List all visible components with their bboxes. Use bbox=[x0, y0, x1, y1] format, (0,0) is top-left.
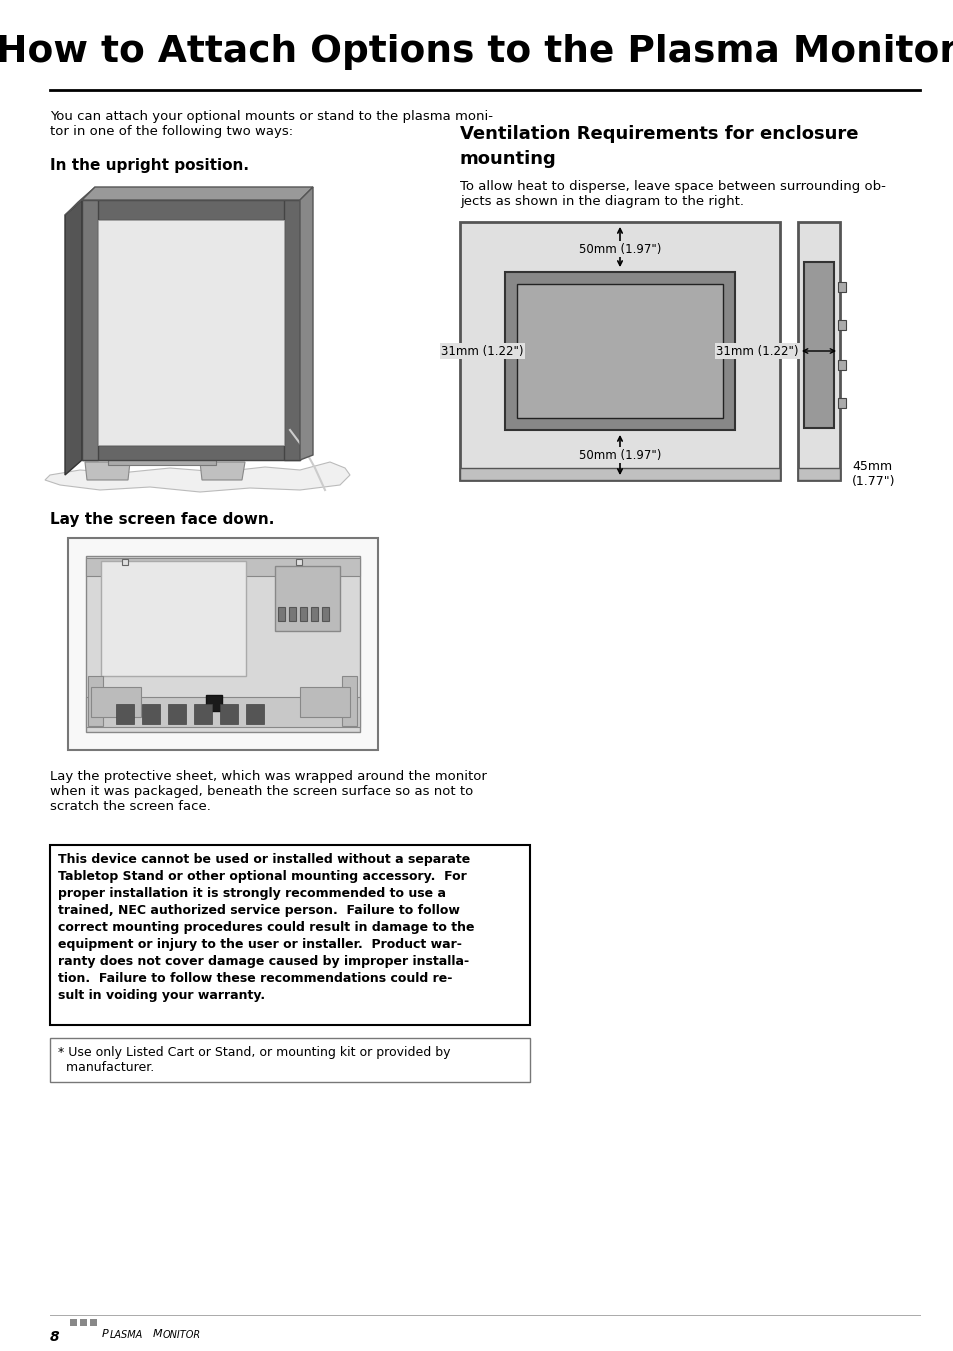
Text: P: P bbox=[102, 1329, 109, 1339]
Polygon shape bbox=[284, 200, 299, 459]
Bar bbox=[88, 676, 103, 725]
Bar bbox=[837, 320, 845, 330]
Bar bbox=[299, 607, 307, 621]
Polygon shape bbox=[299, 186, 313, 459]
Bar bbox=[803, 262, 833, 428]
Text: 31mm (1.22"): 31mm (1.22") bbox=[441, 345, 523, 358]
Polygon shape bbox=[82, 444, 299, 459]
Bar bbox=[246, 704, 264, 724]
Bar bbox=[277, 607, 285, 621]
Text: M: M bbox=[152, 1329, 162, 1339]
Bar bbox=[142, 704, 160, 724]
Bar bbox=[168, 704, 186, 724]
Bar bbox=[504, 272, 734, 430]
Text: Ventilation Requirements for enclosure: Ventilation Requirements for enclosure bbox=[459, 126, 858, 143]
Text: mounting: mounting bbox=[459, 150, 557, 168]
Bar bbox=[289, 607, 295, 621]
Text: 31mm (1.22"): 31mm (1.22") bbox=[716, 345, 798, 358]
Text: ONITOR: ONITOR bbox=[163, 1329, 201, 1340]
Bar bbox=[0, 0, 953, 91]
Bar bbox=[116, 704, 133, 724]
Bar bbox=[108, 459, 215, 465]
Bar bbox=[322, 607, 329, 621]
Polygon shape bbox=[85, 462, 130, 480]
Text: This device cannot be used or installed without a separate
Tabletop Stand or oth: This device cannot be used or installed … bbox=[58, 852, 474, 1002]
Bar bbox=[70, 1319, 77, 1325]
Bar bbox=[295, 559, 302, 565]
Text: 8: 8 bbox=[50, 1329, 59, 1344]
Text: How to Attach Options to the Plasma Monitor: How to Attach Options to the Plasma Moni… bbox=[0, 34, 953, 70]
Bar bbox=[101, 561, 246, 676]
Polygon shape bbox=[82, 200, 98, 459]
Bar bbox=[459, 222, 780, 480]
Bar bbox=[90, 1319, 97, 1325]
Bar bbox=[91, 688, 141, 717]
Bar bbox=[311, 607, 317, 621]
Bar bbox=[837, 282, 845, 292]
Bar bbox=[80, 1319, 87, 1325]
Bar bbox=[274, 566, 339, 631]
Bar bbox=[68, 538, 377, 750]
Bar bbox=[220, 704, 237, 724]
Text: You can attach your optional mounts or stand to the plasma moni-
tor in one of t: You can attach your optional mounts or s… bbox=[50, 109, 493, 138]
Bar bbox=[122, 559, 128, 565]
Polygon shape bbox=[82, 186, 313, 200]
Polygon shape bbox=[45, 462, 350, 492]
Bar bbox=[50, 1038, 530, 1082]
Bar bbox=[86, 557, 359, 732]
Bar bbox=[837, 359, 845, 370]
Bar bbox=[50, 844, 530, 1025]
Bar bbox=[797, 222, 840, 480]
Bar bbox=[86, 697, 359, 727]
Text: 45mm
(1.77"): 45mm (1.77") bbox=[851, 459, 895, 488]
Bar bbox=[193, 704, 212, 724]
Bar bbox=[98, 220, 284, 444]
Bar bbox=[86, 558, 359, 576]
Bar bbox=[299, 688, 350, 717]
Text: 50mm (1.97"): 50mm (1.97") bbox=[578, 242, 660, 255]
Text: * Use only Listed Cart or Stand, or mounting kit or provided by
  manufacturer.: * Use only Listed Cart or Stand, or moun… bbox=[58, 1046, 450, 1074]
Polygon shape bbox=[82, 200, 299, 220]
Polygon shape bbox=[82, 200, 299, 459]
Polygon shape bbox=[200, 462, 245, 480]
Bar bbox=[517, 284, 722, 417]
Bar bbox=[797, 467, 840, 480]
Bar bbox=[341, 676, 356, 725]
Text: LASMA: LASMA bbox=[110, 1329, 143, 1340]
Bar bbox=[459, 467, 780, 480]
Polygon shape bbox=[65, 186, 95, 215]
Text: Lay the screen face down.: Lay the screen face down. bbox=[50, 512, 274, 527]
Text: Lay the protective sheet, which was wrapped around the monitor
when it was packa: Lay the protective sheet, which was wrap… bbox=[50, 770, 486, 813]
Polygon shape bbox=[65, 200, 82, 476]
Text: 50mm (1.97"): 50mm (1.97") bbox=[578, 449, 660, 462]
Text: To allow heat to disperse, leave space between surrounding ob-
jects as shown in: To allow heat to disperse, leave space b… bbox=[459, 180, 885, 208]
Bar bbox=[206, 694, 222, 711]
Bar bbox=[837, 399, 845, 408]
Text: In the upright position.: In the upright position. bbox=[50, 158, 249, 173]
